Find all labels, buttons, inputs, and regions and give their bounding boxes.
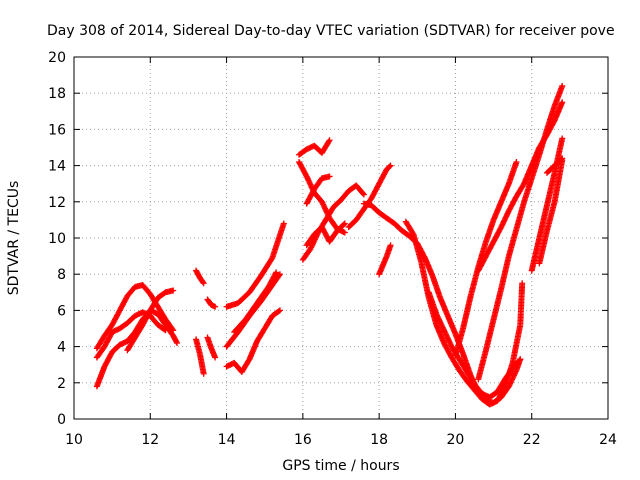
data-point-marker — [559, 135, 566, 142]
data-point-marker — [387, 162, 394, 169]
series-arc-16 — [303, 220, 348, 249]
y-tick-label: 2 — [57, 376, 66, 392]
y-tick-label: 4 — [57, 340, 66, 356]
data-point-marker — [559, 82, 566, 89]
y-tick-label: 8 — [57, 267, 66, 283]
data-point-marker — [519, 280, 526, 287]
x-axis-label: GPS time / hours — [282, 458, 399, 474]
data-point-marker — [325, 138, 332, 145]
data-points — [93, 82, 566, 408]
series-arc-25 — [475, 99, 566, 274]
data-point-marker — [326, 137, 333, 144]
data-point-marker — [200, 280, 207, 287]
data-point-marker — [302, 172, 309, 179]
series-arc-9 — [223, 220, 287, 310]
data-point-marker — [276, 272, 283, 279]
data-point-marker — [173, 339, 180, 346]
x-tick-label: 14 — [218, 432, 236, 448]
y-tick-label: 6 — [57, 303, 66, 319]
data-point-marker — [161, 326, 168, 333]
data-point-marker — [340, 221, 347, 228]
data-point-marker — [497, 225, 504, 232]
data-point-marker — [517, 356, 524, 363]
y-tick-label: 0 — [57, 412, 66, 428]
data-point-marker — [276, 271, 283, 278]
data-point-marker — [559, 155, 566, 162]
data-point-marker — [516, 357, 523, 364]
data-point-marker — [341, 229, 348, 236]
y-tick-label: 18 — [48, 86, 66, 102]
data-point-marker — [162, 327, 169, 334]
chart-title: Day 308 of 2014, Sidereal Day-to-day VTE… — [47, 23, 615, 39]
x-tick-label: 10 — [65, 432, 83, 448]
data-point-marker — [360, 191, 367, 198]
series-arc-8 — [204, 334, 219, 361]
data-point-marker — [387, 242, 394, 249]
series-arc-5 — [193, 267, 207, 287]
series-arc-13 — [296, 137, 333, 158]
series-arc-6 — [193, 336, 207, 377]
data-point-marker — [170, 287, 177, 294]
series-arc-3 — [93, 309, 169, 361]
data-point-marker — [341, 220, 348, 227]
y-tick-label: 10 — [48, 231, 66, 247]
data-point-marker — [199, 279, 206, 286]
x-tick-label: 20 — [447, 432, 465, 448]
y-tick-label: 16 — [48, 122, 66, 138]
data-point-marker — [212, 354, 219, 361]
data-point-marker — [212, 303, 219, 310]
series-arc-28 — [543, 155, 566, 176]
data-point-marker — [386, 163, 393, 170]
data-point-marker — [276, 307, 283, 314]
data-point-marker — [409, 230, 416, 237]
series-arc-17 — [303, 173, 333, 207]
series-arc-20 — [376, 242, 394, 278]
x-tick-label: 18 — [370, 432, 388, 448]
x-tick-label: 22 — [523, 432, 541, 448]
series-arc-27 — [536, 157, 566, 267]
x-tick-label: 12 — [141, 432, 159, 448]
series-arc-7 — [204, 296, 219, 310]
x-tick-label: 16 — [294, 432, 312, 448]
data-point-marker — [200, 370, 207, 377]
series-arc-23 — [452, 158, 520, 359]
data-point-marker — [559, 99, 566, 106]
data-point-marker — [513, 158, 520, 165]
y-tick-label: 12 — [48, 195, 66, 211]
series-arc-12 — [223, 307, 283, 375]
data-point-marker — [273, 269, 280, 276]
series-arc-11 — [223, 271, 283, 350]
data-point-marker — [280, 220, 287, 227]
data-point-marker — [326, 173, 333, 180]
series-arc-4 — [124, 287, 177, 354]
x-tick-label: 24 — [599, 432, 617, 448]
y-tick-label: 20 — [48, 50, 66, 66]
data-point-marker — [558, 156, 565, 163]
y-tick-label: 14 — [48, 159, 66, 175]
series-arc-22 — [425, 289, 524, 401]
y-axis-label: SDTVAR / TECUs — [6, 181, 22, 296]
data-point-marker — [275, 308, 282, 315]
data-point-marker — [359, 190, 366, 197]
